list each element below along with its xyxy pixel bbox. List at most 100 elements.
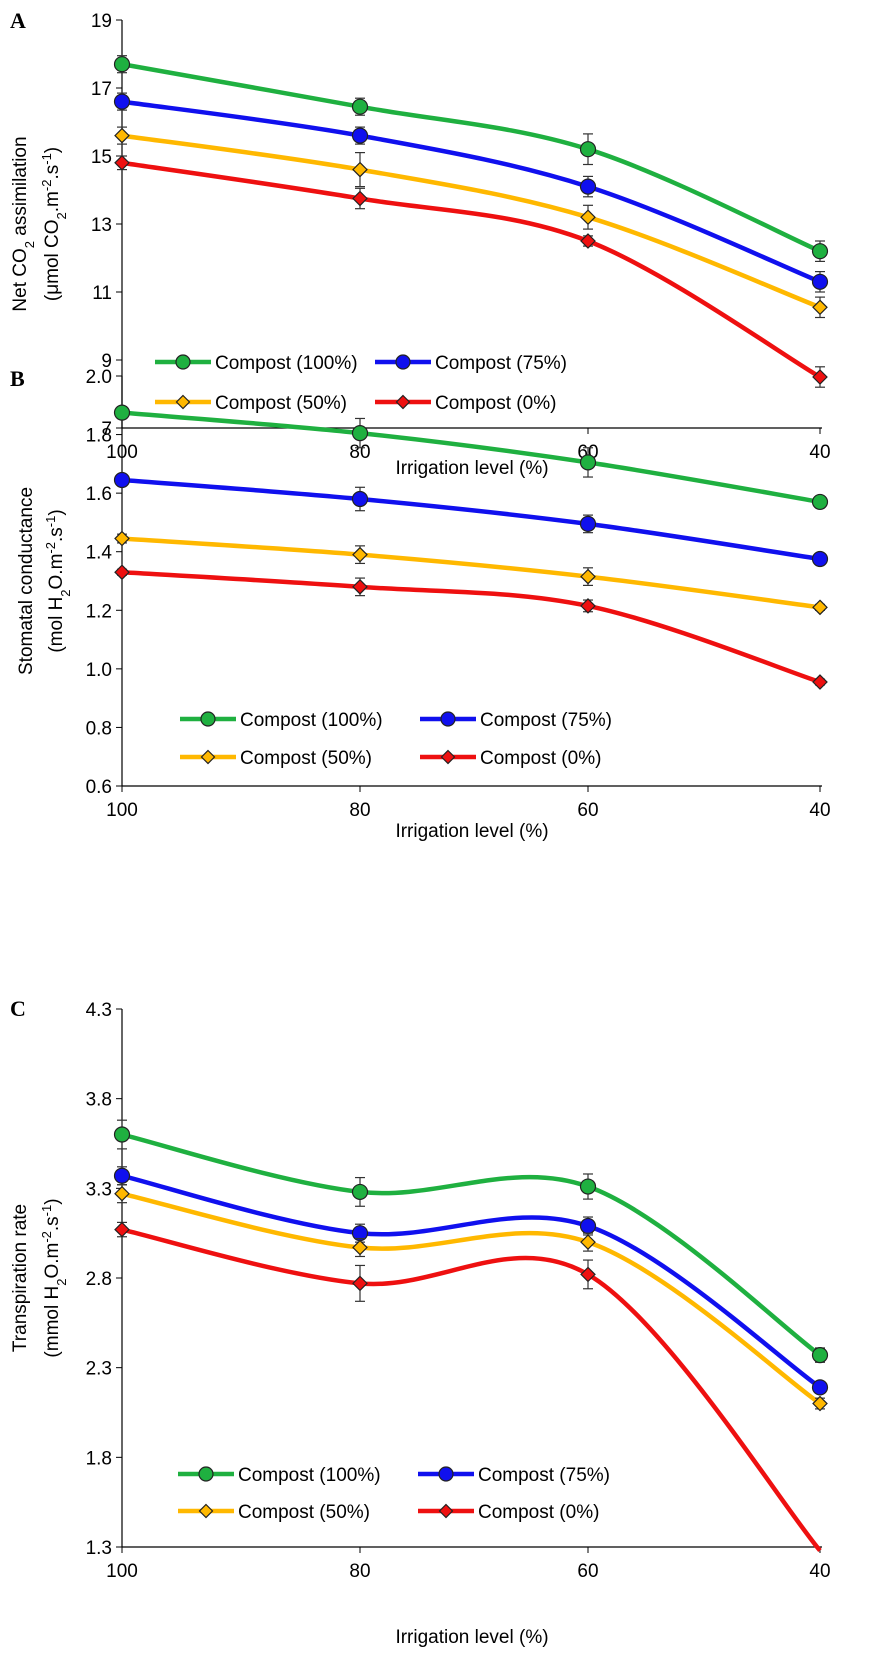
data-point [811,550,829,568]
y-tick-label: 19 [91,11,112,32]
legend-item: Compost (0%) [420,748,601,769]
legend: Compost (100%) Compost (75%) Compost (50%)… [178,1465,610,1523]
data-point [811,493,829,511]
data-point [114,530,130,547]
y-tick-label: 2.8 [86,1269,112,1290]
y-tick-label: 1.8 [86,1448,112,1469]
series-compost-0 [114,154,828,388]
data-point [812,299,828,316]
data-point [579,454,597,471]
data-point [351,98,369,115]
y-axis-label-line1: Transpiration rate [10,1204,31,1352]
series-line [121,477,821,562]
legend-label: Compost (0%) [478,1502,599,1523]
y-tick-label: 0.8 [86,718,112,739]
y-tick-label: 1.4 [86,543,113,564]
x-tick-label: 100 [106,1561,138,1582]
data-point [351,490,369,508]
data-point [580,568,596,585]
data-point [114,154,130,171]
legend-item: Compost (100%) [178,1465,381,1486]
legend-item: Compost (0%) [418,1502,599,1523]
x-tick-label: 80 [349,800,370,821]
series-compost-50 [114,126,828,319]
y-axis-label-line1: Net CO2 assimilation [10,136,37,311]
y-tick-label: 17 [91,79,112,100]
legend-label: Compost (75%) [480,710,612,731]
legend-label: Compost (100%) [215,353,358,374]
legend-marker [200,749,216,765]
legend-marker [438,1466,454,1482]
series-compost-0 [114,564,828,690]
data-point [113,93,131,110]
data-point [580,1234,596,1250]
y-tick-label: 9 [101,351,112,372]
y-axis-label-line1: Stomatal conductance [16,487,37,675]
data-point [114,564,130,581]
panel-letter: A [10,8,26,33]
legend-marker [200,711,216,727]
x-tick-label: 80 [349,1561,370,1582]
data-point [352,1275,368,1292]
series-line [121,1191,822,1406]
data-point [811,1379,829,1396]
data-point [811,243,829,260]
data-point [352,161,368,178]
series-line [121,133,821,310]
data-point [113,471,131,489]
data-point [580,233,596,249]
data-point [351,425,369,442]
series-compost-75 [113,1166,829,1396]
x-tick-label: 40 [809,800,830,821]
x-axis-label: Irrigation level (%) [395,821,548,842]
data-point [351,127,369,144]
series-line [121,536,821,610]
series-line [121,1227,822,1553]
legend-item: Compost (100%) [155,353,358,374]
data-point [351,1183,369,1201]
legend-marker [440,711,456,727]
legend: Compost (100%) Compost (75%) Compost (50%)… [180,710,612,769]
legend-label: Compost (75%) [478,1465,610,1486]
y-tick-label: 1.2 [86,601,112,622]
legend-label: Compost (0%) [435,393,556,414]
legend-marker [198,1466,214,1482]
x-tick-label: 40 [809,442,830,463]
y-tick-label: 1.0 [86,660,112,681]
legend-marker [198,1503,214,1519]
data-point [352,1239,368,1256]
y-tick-label: 2.3 [86,1359,112,1380]
x-tick-label: 80 [349,442,370,463]
data-point [352,579,368,595]
chart-panel-c: C 1.3 1.8 2.3 2.8 3.3 3.8 4.3 100 80 60 40 Irrigatio… [10,996,831,1648]
data-point [579,1178,597,1195]
data-point [812,1395,828,1412]
y-tick-label: 4.3 [86,1000,112,1021]
data-point [113,1126,131,1143]
y-tick-label: 3.8 [86,1090,112,1111]
series-line [121,99,821,284]
data-point [114,127,130,144]
data-point [113,1167,131,1184]
legend-item: Compost (50%) [178,1502,370,1523]
legend-item: Compost (50%) [155,393,347,414]
chart-panel-b: B 0.6 0.8 1.0 1.2 1.4 1.6 1.8 2.0 100 80 60 40 Irriga… [10,366,831,842]
series-compost-100 [113,55,829,262]
series-compost-0 [114,1221,822,1553]
y-axis-label-line2: (mol H2O.m-2.s-1) [43,509,73,652]
y-tick-label: 2.0 [86,367,112,388]
y-tick-label: 15 [91,147,112,168]
legend-marker [438,1503,454,1519]
y-tick-label: 7 [101,419,112,440]
series-line [121,61,821,254]
legend: Compost (100%) Compost (75%) Compost (50%)… [155,353,567,414]
series-line [121,1173,822,1390]
data-point [579,141,597,158]
x-tick-label: 60 [577,1561,598,1582]
x-axis-label: Irrigation level (%) [395,1627,548,1648]
x-tick-label: 100 [106,800,138,821]
y-tick-label: 1.8 [86,426,112,447]
legend-label: Compost (50%) [240,748,372,769]
series-line [121,160,822,379]
data-point [579,178,597,195]
